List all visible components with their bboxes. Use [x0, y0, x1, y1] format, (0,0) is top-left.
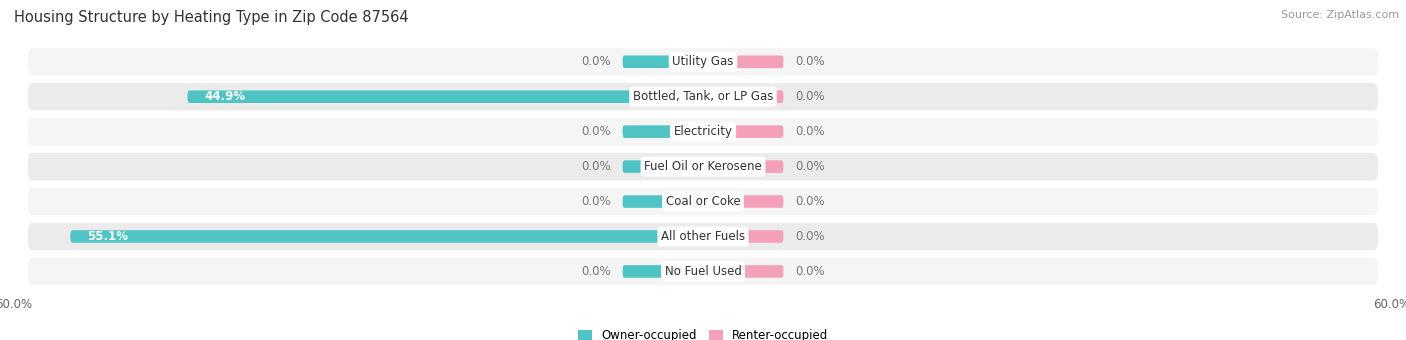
FancyBboxPatch shape: [703, 125, 783, 138]
FancyBboxPatch shape: [28, 83, 1378, 110]
FancyBboxPatch shape: [28, 223, 1378, 250]
FancyBboxPatch shape: [703, 230, 783, 243]
Text: 0.0%: 0.0%: [794, 90, 824, 103]
Text: All other Fuels: All other Fuels: [661, 230, 745, 243]
FancyBboxPatch shape: [28, 188, 1378, 215]
FancyBboxPatch shape: [70, 230, 703, 243]
FancyBboxPatch shape: [623, 160, 703, 173]
FancyBboxPatch shape: [703, 195, 783, 208]
FancyBboxPatch shape: [187, 90, 703, 103]
Text: 55.1%: 55.1%: [87, 230, 128, 243]
FancyBboxPatch shape: [623, 195, 703, 208]
Text: 0.0%: 0.0%: [582, 55, 612, 68]
FancyBboxPatch shape: [703, 55, 783, 68]
Text: 0.0%: 0.0%: [794, 195, 824, 208]
Text: 0.0%: 0.0%: [794, 125, 824, 138]
Text: 0.0%: 0.0%: [794, 55, 824, 68]
FancyBboxPatch shape: [703, 160, 783, 173]
FancyBboxPatch shape: [623, 125, 703, 138]
FancyBboxPatch shape: [28, 153, 1378, 180]
Text: 0.0%: 0.0%: [582, 195, 612, 208]
FancyBboxPatch shape: [28, 258, 1378, 285]
Text: 0.0%: 0.0%: [582, 125, 612, 138]
Text: 0.0%: 0.0%: [794, 265, 824, 278]
Text: Bottled, Tank, or LP Gas: Bottled, Tank, or LP Gas: [633, 90, 773, 103]
Legend: Owner-occupied, Renter-occupied: Owner-occupied, Renter-occupied: [578, 329, 828, 340]
Text: Coal or Coke: Coal or Coke: [665, 195, 741, 208]
Text: Utility Gas: Utility Gas: [672, 55, 734, 68]
Text: Electricity: Electricity: [673, 125, 733, 138]
FancyBboxPatch shape: [703, 90, 783, 103]
Text: No Fuel Used: No Fuel Used: [665, 265, 741, 278]
Text: 0.0%: 0.0%: [794, 230, 824, 243]
Text: Fuel Oil or Kerosene: Fuel Oil or Kerosene: [644, 160, 762, 173]
FancyBboxPatch shape: [623, 265, 703, 278]
Text: 0.0%: 0.0%: [794, 160, 824, 173]
FancyBboxPatch shape: [623, 55, 703, 68]
Text: 44.9%: 44.9%: [205, 90, 246, 103]
FancyBboxPatch shape: [703, 265, 783, 278]
Text: Source: ZipAtlas.com: Source: ZipAtlas.com: [1281, 10, 1399, 20]
Text: 0.0%: 0.0%: [582, 265, 612, 278]
FancyBboxPatch shape: [28, 48, 1378, 75]
Text: 0.0%: 0.0%: [582, 160, 612, 173]
FancyBboxPatch shape: [28, 118, 1378, 145]
Text: Housing Structure by Heating Type in Zip Code 87564: Housing Structure by Heating Type in Zip…: [14, 10, 409, 25]
